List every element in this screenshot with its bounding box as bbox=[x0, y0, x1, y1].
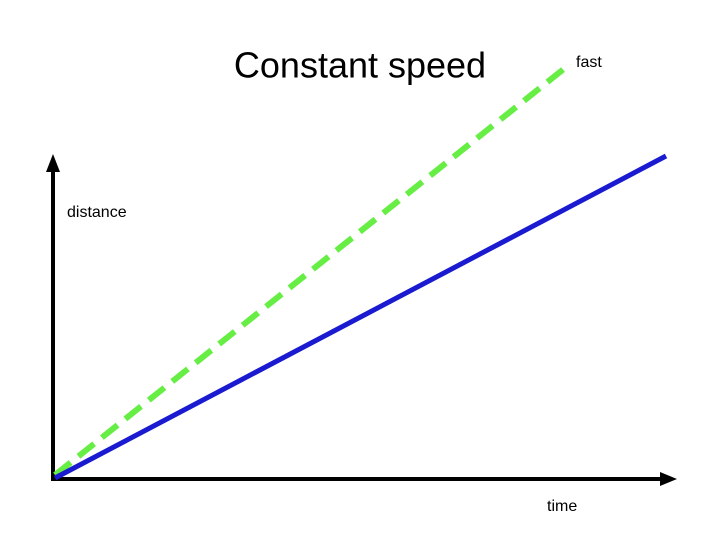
slow-line bbox=[53, 153, 668, 481]
y-axis-label: distance bbox=[67, 204, 127, 221]
y-axis-arrow bbox=[46, 154, 60, 172]
fast-line bbox=[53, 65, 567, 478]
fast-label: fast bbox=[576, 54, 602, 71]
title: Constant speed bbox=[234, 45, 486, 86]
x-axis-arrow bbox=[660, 472, 677, 486]
x-axis-label: time bbox=[547, 498, 577, 515]
